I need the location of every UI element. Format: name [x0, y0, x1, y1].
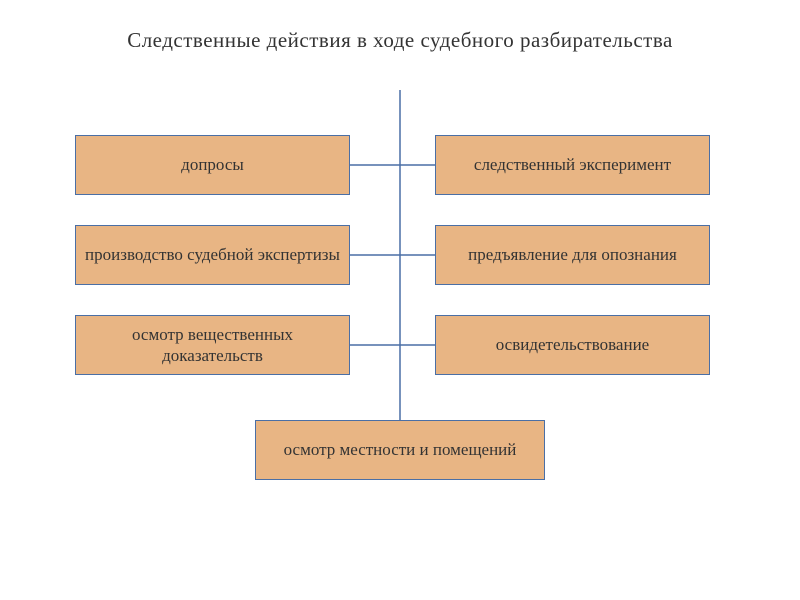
box-site-inspection: осмотр местности и помещений — [255, 420, 545, 480]
box-presentation-identification: предъявление для опознания — [435, 225, 710, 285]
connector-lines — [0, 0, 800, 600]
box-interrogations: допросы — [75, 135, 350, 195]
box-investigative-experiment: следственный эксперимент — [435, 135, 710, 195]
box-examination: освидетельствование — [435, 315, 710, 375]
box-evidence-inspection: осмотр вещественных доказательств — [75, 315, 350, 375]
box-forensic-expertise: производство судебной экспертизы — [75, 225, 350, 285]
diagram-title: Следственные действия в ходе судебного р… — [0, 28, 800, 53]
